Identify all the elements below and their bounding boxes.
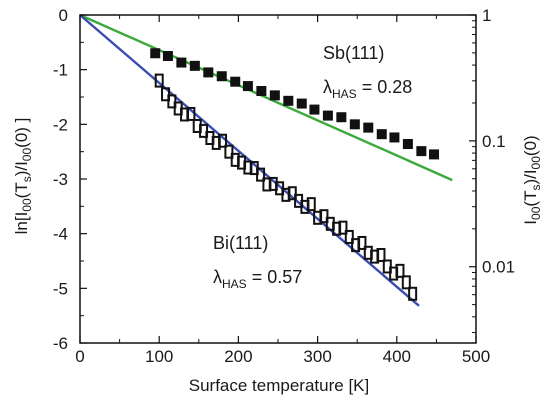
sb-point <box>230 76 241 87</box>
x-tick-label: 500 <box>462 347 490 366</box>
sb-point <box>309 104 320 115</box>
bi-point <box>401 275 411 290</box>
bi-point <box>382 259 392 274</box>
sb-point <box>296 98 307 109</box>
sb-point <box>429 149 440 160</box>
y-tick-label: 0 <box>59 6 68 25</box>
sb-point <box>376 129 387 140</box>
right-tick-label: 1 <box>482 6 491 25</box>
sb-point <box>162 51 173 61</box>
y-tick-label: -5 <box>53 279 68 298</box>
bi-fit-line <box>79 14 420 307</box>
x-axis-title: Surface temperature [K] <box>189 376 369 395</box>
bi-point <box>186 106 196 121</box>
bi-point <box>319 209 329 224</box>
sb-lambda-symbol: λ <box>323 77 332 97</box>
sb-material-label: Sb(111) <box>323 43 384 63</box>
bi-point <box>199 123 209 138</box>
sb-point <box>336 112 347 123</box>
sb-point <box>416 146 427 157</box>
bi-point <box>376 247 386 262</box>
bi-point <box>344 229 354 244</box>
y-axis-title-left: ln[I00(Ts)/I00(0) ] <box>12 118 34 235</box>
x-tick-label: 0 <box>75 347 84 366</box>
sb-point <box>256 85 267 96</box>
bi-lambda-symbol: λ <box>213 267 222 287</box>
sb-point <box>389 132 400 143</box>
sb-point <box>269 90 280 101</box>
x-tick-label: 400 <box>383 347 411 366</box>
bi-lambda-label: λHAS = 0.57 <box>213 267 302 291</box>
sb-point <box>283 95 294 106</box>
sb-point <box>189 60 200 71</box>
bi-point <box>408 286 418 301</box>
bi-point <box>167 94 177 109</box>
y-tick-label: -1 <box>53 61 68 80</box>
bi-point <box>338 220 348 235</box>
right-tick-label: 0.01 <box>482 258 515 277</box>
bi-material-label: Bi(111) <box>213 233 268 253</box>
bi-point <box>161 87 171 102</box>
bi-point <box>218 133 228 148</box>
sb-point <box>203 67 214 78</box>
sb-point <box>216 71 227 82</box>
sb-point <box>322 110 333 121</box>
sb-lambda-label: λHAS = 0.28 <box>323 77 412 101</box>
bi-point <box>287 186 297 201</box>
bi-point <box>306 197 316 212</box>
sb-fit-line <box>79 13 453 182</box>
x-tick-label: 100 <box>145 347 173 366</box>
sb-point <box>349 119 360 130</box>
bi-point <box>154 73 164 88</box>
bi-point <box>256 167 266 182</box>
sb-point <box>176 57 187 68</box>
right-tick-label: 0.1 <box>482 132 506 151</box>
sb-point <box>242 81 253 92</box>
plot-area: 0 100 200 300 400 500 0 -1 -2 -3 -4 -5 -6 1 0.1 0.01 <box>53 6 515 366</box>
bi-point <box>357 235 367 250</box>
y-tick-label: -2 <box>53 115 68 134</box>
sb-point <box>150 48 161 59</box>
bi-point <box>224 144 234 159</box>
y-tick-label: -3 <box>53 170 68 189</box>
y-axis-title-right: I00(Ts)/I00(0) <box>521 135 543 224</box>
x-tick-label: 300 <box>303 347 331 366</box>
y-tick-label: -4 <box>53 225 68 244</box>
x-tick-label: 200 <box>224 347 252 366</box>
sb-point <box>363 122 374 133</box>
bi-point <box>395 263 405 278</box>
sb-point <box>402 139 413 150</box>
y-tick-label: -6 <box>53 334 68 353</box>
